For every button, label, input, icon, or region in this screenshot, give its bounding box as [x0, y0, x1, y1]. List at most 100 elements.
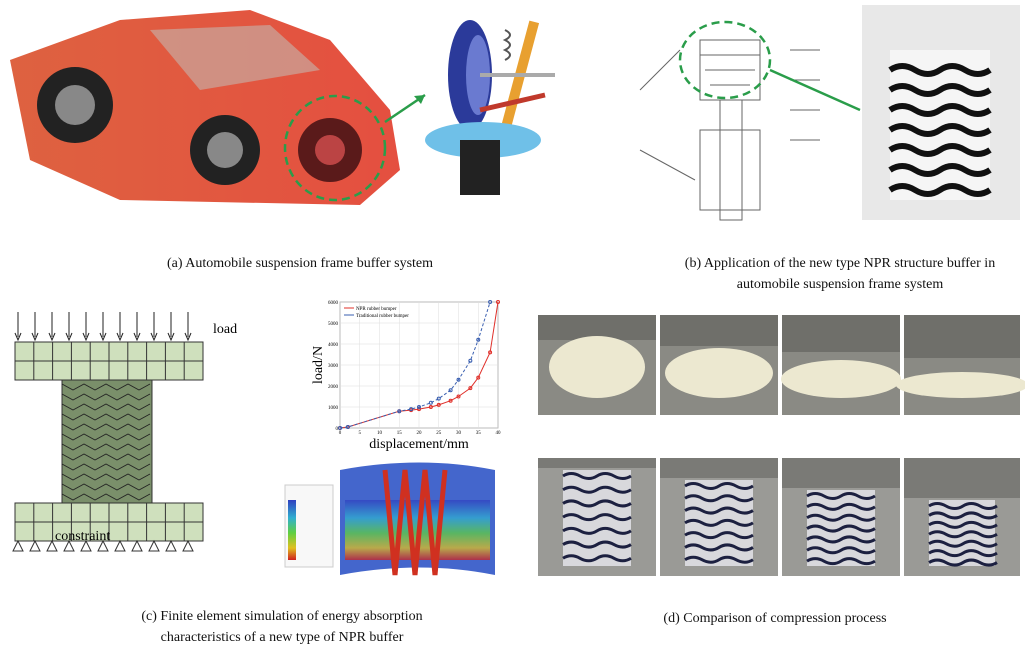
wave — [928, 511, 998, 520]
fe-model: load constraint — [12, 312, 237, 552]
wave — [806, 502, 876, 511]
caption: (d) Comparison of compression process — [663, 611, 886, 626]
x-tick-label: 40 — [496, 431, 502, 436]
caption: automobile suspension frame system — [737, 277, 944, 292]
support — [80, 539, 92, 552]
caption: (a) Automobile suspension frame buffer s… — [167, 256, 433, 271]
core-cell — [61, 413, 151, 421]
wave — [562, 472, 632, 480]
point — [468, 358, 473, 363]
y-tick-label: 2000 — [328, 385, 339, 390]
core-cell — [61, 443, 151, 451]
load-label: load — [213, 322, 237, 337]
arrow-head — [116, 332, 124, 342]
point — [456, 394, 461, 399]
wave — [562, 540, 632, 549]
plate — [538, 458, 656, 468]
plate — [782, 315, 900, 352]
point — [448, 398, 453, 403]
buffer-photo — [862, 5, 1020, 220]
npr-core — [61, 379, 153, 504]
x-tick-label: 30 — [456, 431, 462, 436]
arrow-head — [133, 332, 141, 342]
wave — [928, 520, 998, 529]
support — [182, 539, 194, 552]
series-line — [339, 301, 491, 429]
point — [417, 405, 421, 409]
arrow-head — [167, 332, 175, 342]
plate — [904, 458, 1020, 498]
wave — [806, 513, 876, 522]
x-axis-label: displacement/mm — [369, 437, 469, 452]
core-cell — [61, 473, 151, 481]
arrow-head — [48, 332, 56, 342]
wave — [806, 557, 876, 566]
support — [165, 539, 177, 552]
rubber-bumper — [665, 348, 773, 398]
point — [448, 388, 453, 393]
wave — [806, 546, 876, 555]
plate — [660, 458, 778, 478]
core-cell — [61, 463, 151, 471]
point — [476, 337, 481, 342]
caption: characteristics of a new type of NPR buf… — [161, 630, 404, 645]
caption: (b) Application of the new type NPR stru… — [685, 256, 995, 271]
point — [436, 402, 441, 407]
caption: (c) Finite element simulation of energy … — [141, 609, 422, 624]
plate — [660, 315, 778, 346]
wave — [562, 513, 632, 522]
wave — [928, 539, 998, 548]
core-cell — [61, 483, 151, 491]
support — [63, 539, 75, 552]
plate — [538, 315, 656, 340]
wave — [562, 554, 632, 563]
constraint-label: constraint — [55, 529, 110, 544]
wave — [562, 485, 632, 494]
support — [29, 539, 41, 552]
car-illustration — [10, 10, 426, 205]
arrow-head — [150, 332, 158, 342]
point — [488, 300, 493, 304]
legend-label: NPR rubber bumper — [356, 307, 397, 312]
wave — [806, 535, 876, 544]
y-tick-label: 0 — [336, 427, 339, 432]
arrow-head — [31, 332, 39, 342]
legend-label: Traditional rubber bumper — [356, 314, 409, 319]
point — [488, 350, 493, 355]
y-tick-label: 1000 — [328, 406, 339, 411]
wave — [928, 502, 998, 510]
wave — [806, 492, 876, 500]
wave — [684, 494, 754, 503]
core-cell — [61, 393, 151, 401]
y-tick-label: 3000 — [328, 364, 339, 369]
arrow-head — [184, 332, 192, 342]
point — [417, 407, 421, 412]
x-tick-label: 15 — [397, 431, 403, 436]
x-tick-label: 25 — [436, 431, 442, 436]
x-tick-label: 35 — [476, 431, 482, 436]
y-tick-label: 6000 — [328, 301, 339, 306]
rubber-bumper — [781, 360, 901, 398]
point — [456, 377, 461, 382]
wave — [684, 482, 754, 490]
point — [397, 409, 402, 414]
arrow-head — [65, 332, 73, 342]
core-cell — [61, 453, 151, 461]
point — [409, 407, 414, 412]
wave — [684, 531, 754, 540]
rubber-bumper — [549, 336, 645, 398]
core-cell — [61, 433, 151, 441]
buffer-diagram — [639, 20, 861, 221]
wave — [928, 530, 998, 539]
support — [97, 539, 109, 552]
arrow-head — [99, 332, 107, 342]
point — [345, 424, 350, 429]
core-cell — [61, 493, 151, 501]
wave — [928, 558, 998, 567]
x-tick-label: 0 — [339, 431, 342, 436]
suspension-illustration — [425, 20, 555, 195]
plate — [904, 315, 1020, 358]
point — [496, 300, 500, 304]
wave — [562, 499, 632, 508]
y-tick-label: 4000 — [328, 343, 339, 348]
